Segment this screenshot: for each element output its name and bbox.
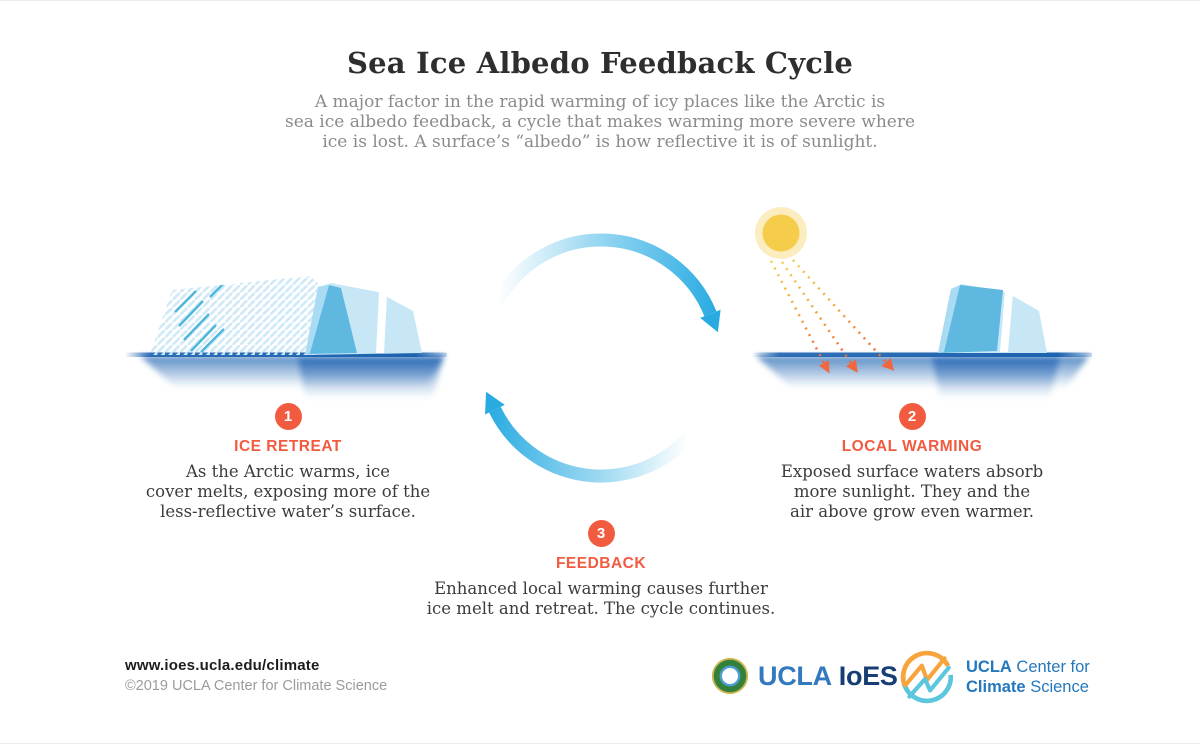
climate-wordmark-line2: Climate Science: [966, 677, 1090, 697]
climate-science-icon: [900, 650, 954, 704]
waterline-left: [125, 352, 447, 357]
step-1-label: ICE RETREAT: [234, 438, 342, 455]
climate-wordmark-centerfor: Center for: [1011, 658, 1090, 676]
footer-info: www.ioes.ucla.edu/climate ©2019 UCLA Cen…: [125, 657, 387, 694]
sun-ray-arrowheads: [819, 357, 895, 374]
iceberg-right: [938, 284, 1047, 353]
climate-wordmark-line1: UCLA Center for: [966, 657, 1090, 677]
waterline-right: [752, 352, 1092, 357]
cycle-arrow-bottom: [485, 391, 694, 483]
copyright-text: ©2019 UCLA Center for Climate Science: [125, 678, 388, 694]
step-1-text: As the Arctic warms, ice cover melts, ex…: [145, 462, 431, 521]
climate-science-wordmark: UCLA Center for Climate Science: [966, 657, 1090, 697]
page-subtitle: A major factor in the rapid warming of i…: [284, 92, 916, 152]
step-1-badge: 1: [274, 403, 302, 430]
step-2-local-warming: 2 LOCAL WARMING Exposed surface waters a…: [747, 403, 1077, 522]
step-2-text: Exposed surface waters absorb more sunli…: [780, 462, 1044, 521]
climate-wordmark-science: Science: [1025, 678, 1089, 696]
step-3-badge: 3: [587, 520, 615, 547]
step-2-badge: 2: [898, 403, 926, 430]
step-3-feedback: 3 FEEDBACK Enhanced local warming causes…: [421, 520, 781, 619]
ioes-wordmark: UCLA IoES: [758, 661, 898, 692]
page-border-top: [0, 0, 1200, 1]
ucla-ioes-logo: UCLA IoES: [710, 656, 898, 696]
step-1-ice-retreat: 1 ICE RETREAT As the Arctic warms, ice c…: [123, 403, 453, 522]
step-2-label: LOCAL WARMING: [841, 438, 983, 455]
ioes-wordmark-suffix: IoES: [838, 660, 898, 691]
sun-icon: [755, 207, 807, 259]
website-url: www.ioes.ucla.edu/climate: [125, 657, 320, 674]
ioes-ring-icon: [711, 657, 749, 695]
step-3-text: Enhanced local warming causes further ic…: [426, 579, 776, 618]
water-reflection-right: [756, 356, 1089, 398]
sun-rays: [769, 259, 887, 364]
ucla-climate-science-logo: UCLA Center for Climate Science: [898, 648, 1090, 706]
page-title: Sea Ice Albedo Feedback Cycle: [347, 46, 853, 80]
water-reflection-left: [140, 356, 445, 398]
retreating-ice-hatch: [150, 276, 320, 355]
step-3-label: FEEDBACK: [555, 555, 647, 572]
climate-wordmark-ucla: UCLA: [966, 658, 1012, 676]
climate-wordmark-climate: Climate: [966, 678, 1026, 696]
header: Sea Ice Albedo Feedback Cycle A major fa…: [0, 46, 1200, 152]
cycle-arrow-top: [491, 233, 721, 333]
iceberg-left: [305, 283, 422, 355]
ioes-wordmark-ucla: UCLA: [758, 660, 832, 691]
